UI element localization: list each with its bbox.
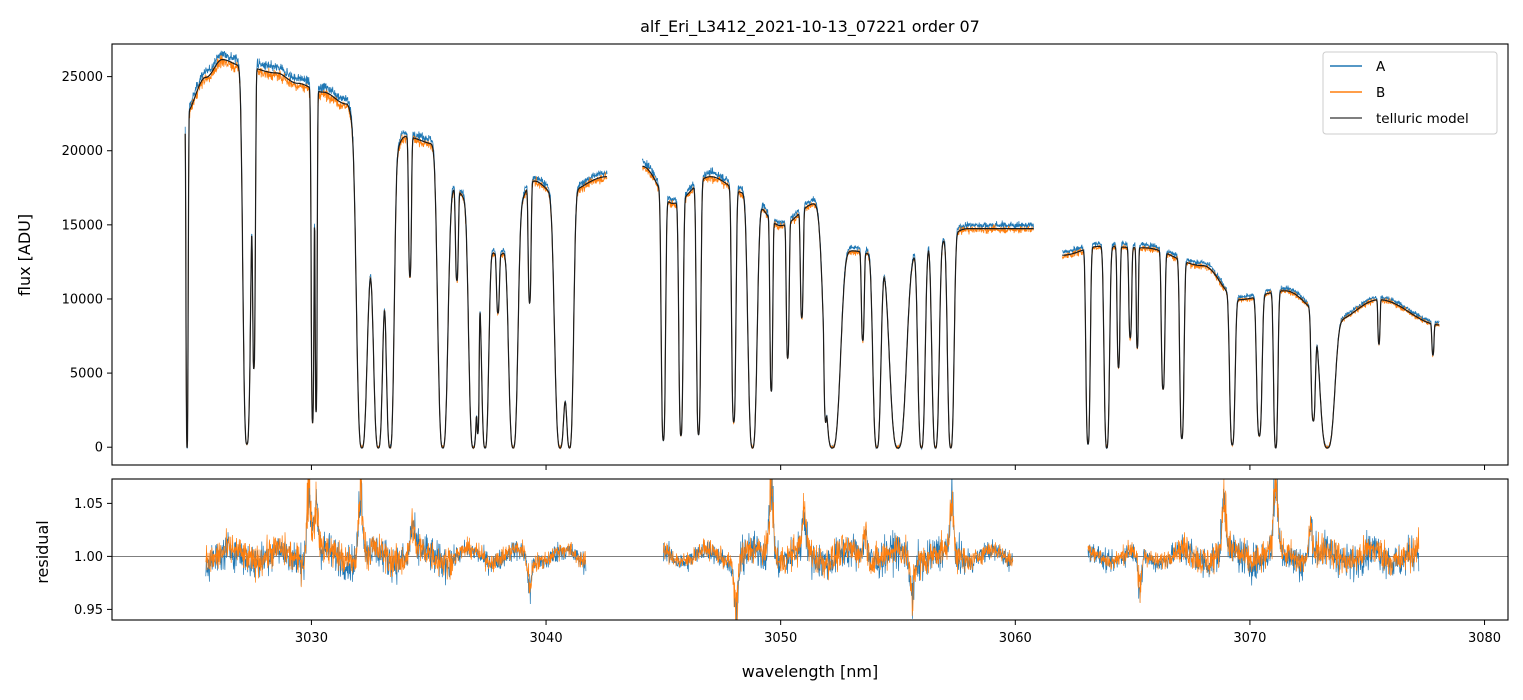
chart-title: alf_Eri_L3412_2021-10-13_07221 order 07	[640, 17, 980, 37]
flux-y-axis-label: flux [ADU]	[15, 214, 34, 296]
residual-y-ticks: 0.95 1.00 1.05	[74, 497, 112, 618]
flux-y-tick-label: 10000	[62, 292, 103, 307]
legend-label-b: B	[1376, 85, 1385, 101]
flux-y-tick-label: 0	[95, 441, 103, 456]
flux-x-ticks	[310, 465, 1486, 470]
flux-y-tick-label: 15000	[62, 218, 103, 233]
flux-panel: 0 5000 10000 15000 20000 25000 flux [ADU] A B…	[15, 43, 1509, 470]
residual-x-tick-label: 3050	[764, 631, 797, 646]
residual-y-tick-label: 0.95	[74, 603, 103, 618]
residual-x-ticks: 3030 3040 3050 3060 3070 3080	[295, 620, 1501, 646]
residual-x-tick-label: 3030	[295, 631, 328, 646]
flux-y-tick-label: 5000	[70, 367, 103, 382]
residual-y-tick-label: 1.05	[74, 497, 103, 512]
legend-label-telluric-model: telluric model	[1376, 111, 1469, 127]
residual-x-tick-label: 3060	[999, 631, 1032, 646]
legend-box	[1322, 51, 1498, 135]
residual-axes-frame	[111, 478, 1509, 621]
telluric-model-line	[184, 59, 1440, 449]
flux-y-tick-label: 25000	[62, 70, 103, 85]
flux-axes-frame	[111, 43, 1509, 466]
residual-y-axis-label: residual	[33, 520, 52, 583]
residual-line-b	[205, 479, 1420, 620]
residual-y-tick-label: 1.00	[74, 550, 103, 565]
residual-x-axis-label: wavelength [nm]	[742, 662, 879, 681]
series-b-residual	[205, 479, 1420, 620]
legend: A B telluric model	[1322, 51, 1498, 135]
residual-panel: 0.95 1.00 1.05 3030 3040 3050 3060 3070 3080 re…	[33, 478, 1509, 681]
flux-plot-area	[112, 44, 1508, 465]
legend-label-a: A	[1376, 59, 1386, 75]
flux-y-tick-label: 20000	[62, 144, 103, 159]
flux-y-ticks: 0 5000 10000 15000 20000 25000	[62, 70, 112, 456]
series-telluric-model	[184, 59, 1440, 449]
residual-x-tick-label: 3040	[530, 631, 563, 646]
residual-x-tick-label: 3080	[1468, 631, 1501, 646]
residual-x-tick-label: 3070	[1233, 631, 1266, 646]
